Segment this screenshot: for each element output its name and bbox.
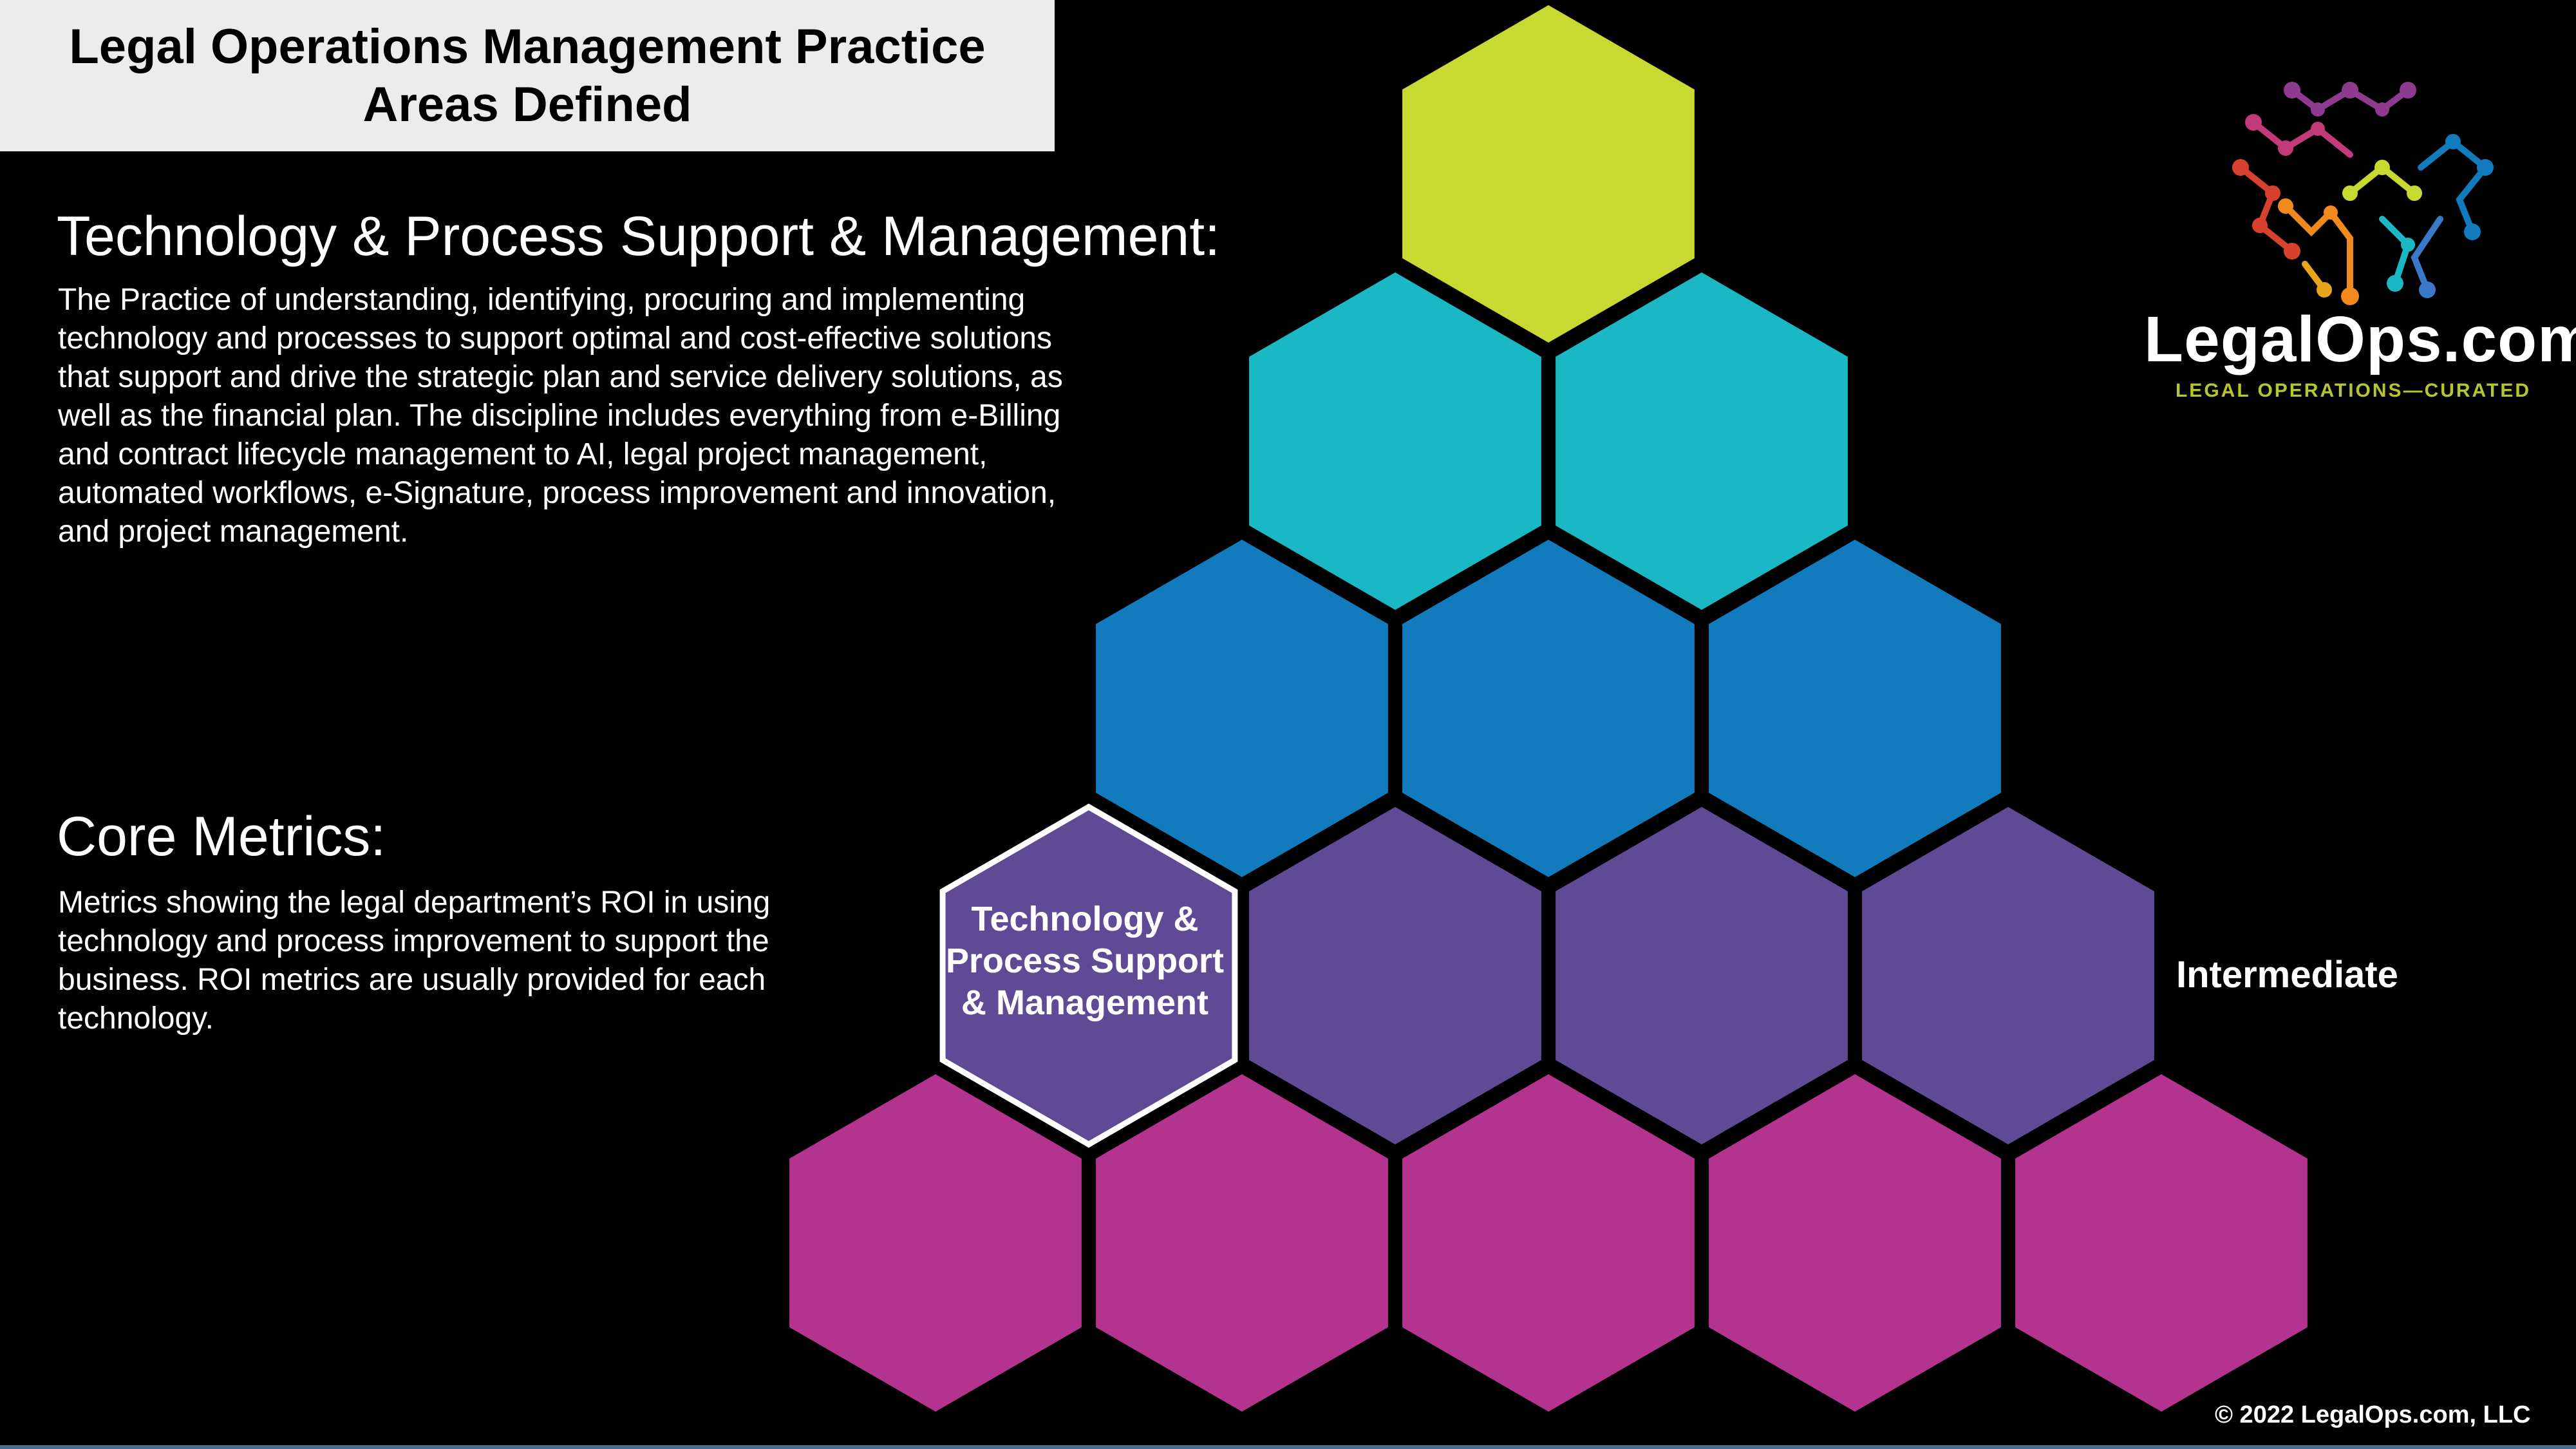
logo-tagline: LEGAL OPERATIONS—CURATED [2175, 380, 2531, 401]
hex-cell [789, 1074, 1082, 1412]
hex-cell [1709, 1074, 2001, 1412]
hex-cell [2015, 1074, 2308, 1412]
hex-cell [1709, 540, 2001, 877]
level-label: Intermediate [2176, 954, 2398, 996]
tech-section-heading: Technology & Process Support & Managemen… [57, 205, 1221, 267]
hex-cell [1556, 807, 1848, 1144]
metrics-section-heading: Core Metrics: [57, 806, 386, 867]
logo-wordmark: LegalOps.com [2144, 303, 2576, 375]
slide-title: Legal Operations Management Practice Are… [69, 19, 986, 132]
hex-cell [1862, 807, 2154, 1144]
hex-cell [1096, 540, 1388, 877]
metrics-section-description: Metrics showing the legal department’s R… [58, 886, 771, 1036]
hex-cell [1402, 5, 1695, 343]
hex-cell [1249, 272, 1541, 610]
copyright-notice: © 2022 LegalOps.com, LLC [2215, 1401, 2531, 1428]
hex-cell [1096, 1074, 1388, 1412]
hex-cell [1249, 807, 1541, 1144]
title-box: Legal Operations Management Practice Are… [0, 0, 1055, 151]
highlighted-hex-label: Technology & Process Support & Managemen… [945, 900, 1225, 1022]
hex-cell [1402, 1074, 1695, 1412]
bottom-divider [0, 1445, 2576, 1449]
hex-highlighted [939, 803, 1238, 1148]
tech-section-description: The Practice of understanding, identifyi… [58, 283, 1063, 549]
legalops-network-logo-icon [2232, 82, 2494, 305]
hex-cell [1402, 540, 1695, 877]
hex-cell [1556, 272, 1848, 610]
